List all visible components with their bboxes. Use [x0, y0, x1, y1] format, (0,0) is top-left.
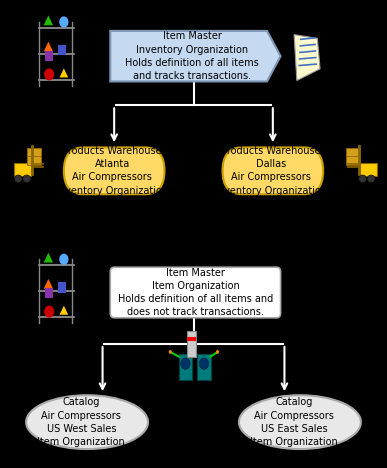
Polygon shape [44, 42, 53, 51]
Ellipse shape [239, 395, 361, 449]
Polygon shape [44, 253, 53, 263]
Ellipse shape [23, 175, 31, 183]
FancyBboxPatch shape [45, 288, 53, 298]
Ellipse shape [59, 254, 68, 265]
Text: Catalog
Air Compressors
US East Sales
Item Organization: Catalog Air Compressors US East Sales It… [250, 397, 338, 447]
FancyBboxPatch shape [27, 156, 41, 165]
Polygon shape [60, 68, 68, 77]
Polygon shape [110, 31, 281, 81]
FancyBboxPatch shape [223, 147, 323, 194]
FancyBboxPatch shape [58, 282, 66, 292]
Text: Catalog
Air Compressors
US West Sales
Item Organization: Catalog Air Compressors US West Sales It… [38, 397, 125, 447]
Polygon shape [44, 15, 53, 25]
Polygon shape [60, 306, 68, 314]
Ellipse shape [216, 350, 219, 354]
Text: Item Master
Item Organization
Holds definition of all items and
does not track t: Item Master Item Organization Holds defi… [118, 268, 273, 317]
Polygon shape [44, 279, 53, 289]
Ellipse shape [44, 306, 54, 318]
Ellipse shape [181, 358, 190, 369]
FancyBboxPatch shape [360, 163, 377, 176]
FancyBboxPatch shape [346, 148, 360, 156]
FancyBboxPatch shape [187, 331, 196, 357]
Ellipse shape [367, 175, 375, 183]
Ellipse shape [59, 16, 68, 28]
Ellipse shape [169, 350, 172, 354]
Ellipse shape [26, 395, 148, 449]
Ellipse shape [199, 358, 209, 369]
FancyBboxPatch shape [179, 354, 192, 380]
FancyBboxPatch shape [27, 148, 41, 156]
FancyBboxPatch shape [197, 354, 211, 380]
FancyBboxPatch shape [58, 45, 66, 55]
FancyBboxPatch shape [64, 147, 164, 194]
Text: Products Warehouse
Dallas
Air Compressors
Inventory Organization: Products Warehouse Dallas Air Compressor… [215, 146, 327, 196]
Text: Item Master
Inventory Organization
Holds definition of all items
and tracks tran: Item Master Inventory Organization Holds… [125, 31, 259, 81]
FancyBboxPatch shape [45, 51, 53, 61]
FancyBboxPatch shape [14, 163, 31, 176]
Polygon shape [294, 35, 320, 80]
FancyBboxPatch shape [110, 267, 281, 318]
Text: Products Warehouse
Atlanta
Air Compressors
Inventory Organization: Products Warehouse Atlanta Air Compresso… [56, 146, 168, 196]
FancyBboxPatch shape [346, 156, 360, 165]
Ellipse shape [359, 175, 366, 183]
Ellipse shape [44, 68, 54, 80]
Ellipse shape [14, 175, 22, 183]
